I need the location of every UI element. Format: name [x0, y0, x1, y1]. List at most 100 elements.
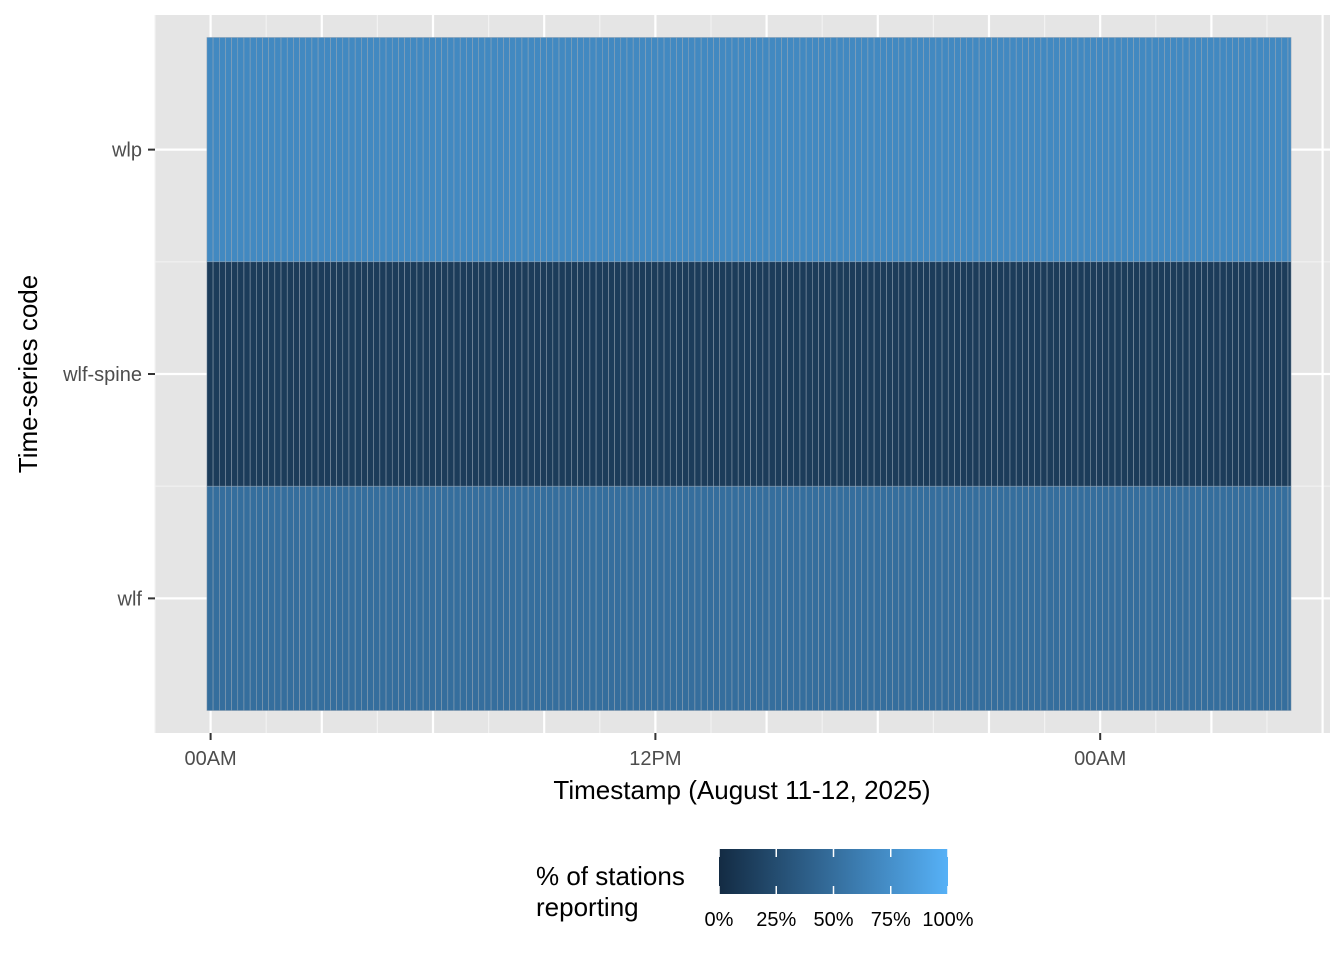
tile-wlf-spine [818, 261, 825, 487]
tile-wlf [354, 485, 362, 711]
x-tick-label: 12PM [629, 748, 681, 770]
tile-wlf-spine [626, 261, 634, 487]
tile-wlf [317, 485, 325, 711]
tile-wlf [626, 485, 634, 711]
tile-wlp [1287, 37, 1292, 263]
tile-wlp [342, 37, 350, 263]
tile-wlp [453, 37, 461, 263]
tile-wlf [503, 485, 510, 711]
tile-wlf-spine [731, 261, 739, 487]
tile-wlp [595, 37, 603, 263]
tile-wlf-spine [1015, 261, 1023, 487]
tile-wlf-spine [1059, 261, 1066, 487]
tile-wlp [812, 37, 819, 263]
tile-wlp [243, 37, 251, 263]
tile-wlp [564, 37, 572, 263]
tile-wlf-spine [305, 261, 313, 487]
tile-wlf [947, 485, 955, 711]
tile-wlf [602, 485, 609, 711]
tile-wlp [1139, 37, 1147, 263]
tile-wlp [1120, 37, 1128, 263]
tile-wlp [422, 37, 430, 263]
tile-wlf [1275, 485, 1283, 711]
tile-wlf [286, 485, 294, 711]
tile-wlf [1281, 485, 1289, 711]
tile-wlf [206, 485, 214, 711]
tile-wlp [762, 37, 770, 263]
tile-wlf-spine [478, 261, 486, 487]
tile-wlf [707, 485, 714, 711]
tile-wlp [589, 37, 597, 263]
tile-wlf [799, 485, 807, 711]
tile-wlp [1269, 37, 1276, 263]
tile-wlf [880, 485, 887, 711]
tile-wlf-spine [867, 261, 875, 487]
tile-wlf-spine [639, 261, 646, 487]
tile-wlf-spine [768, 261, 776, 487]
tile-wlf-spine [404, 261, 412, 487]
tile-wlp [602, 37, 609, 263]
tile-wlf [620, 485, 628, 711]
tile-wlf [657, 485, 665, 711]
tile-wlf [324, 485, 331, 711]
tile-wlf-spine [830, 261, 838, 487]
tile-wlf-spine [583, 261, 591, 487]
tile-wlf-spine [805, 261, 813, 487]
legend-tick-label: 0% [705, 909, 734, 931]
tile-wlf-spine [1269, 261, 1276, 487]
tile-wlf [700, 485, 708, 711]
tile-wlf-spine [1263, 261, 1270, 487]
tile-wlp [842, 37, 850, 263]
tile-wlp [1034, 37, 1042, 263]
tile-wlp [435, 37, 442, 263]
tile-wlf [676, 485, 683, 711]
tile-wlf-spine [861, 261, 869, 487]
tile-wlp [1250, 37, 1258, 263]
tile-wlf [299, 485, 306, 711]
tile-wlf [719, 485, 727, 711]
tile-wlf-spine [1158, 261, 1165, 487]
x-tick-label: 00AM [184, 748, 236, 770]
tile-wlf [490, 485, 498, 711]
tile-wlp [651, 37, 659, 263]
tile-wlp [558, 37, 566, 263]
tile-wlf [756, 485, 764, 711]
tile-wlp [1281, 37, 1289, 263]
tile-wlf [793, 485, 801, 711]
tile-wlp [1133, 37, 1140, 263]
tile-wlf [929, 485, 937, 711]
tile-wlp [645, 37, 652, 263]
tile-wlp [1071, 37, 1079, 263]
tile-wlp [466, 37, 473, 263]
tile-wlf-spine [762, 261, 770, 487]
tile-wlf-spine [1164, 261, 1171, 487]
tile-wlf [836, 485, 844, 711]
tile-wlf [1256, 485, 1264, 711]
tile-wlf-spine [713, 261, 720, 487]
tile-wlp [225, 37, 232, 263]
tile-wlp [1188, 37, 1196, 263]
tile-wlf [713, 485, 720, 711]
tile-wlf [904, 485, 912, 711]
tile-wlf [694, 485, 702, 711]
tile-wlf-spine [416, 261, 424, 487]
tile-wlf-spine [1195, 261, 1202, 487]
tile-wlf-spine [725, 261, 733, 487]
tile-wlp [731, 37, 739, 263]
tile-wlf [651, 485, 659, 711]
tile-wlf-spine [361, 261, 368, 487]
tile-wlp [416, 37, 424, 263]
tile-wlf [441, 485, 449, 711]
tile-wlf-spine [632, 261, 640, 487]
tile-wlf-spine [1090, 261, 1097, 487]
tile-wlp [509, 37, 517, 263]
tile-wlp [867, 37, 875, 263]
tile-wlf-spine [954, 261, 961, 487]
tile-wlf-spine [1225, 261, 1233, 487]
tile-wlf [1176, 485, 1184, 711]
tile-wlp [1164, 37, 1171, 263]
tile-wlp [286, 37, 294, 263]
tile-wlf [367, 485, 374, 711]
tile-wlf [577, 485, 584, 711]
